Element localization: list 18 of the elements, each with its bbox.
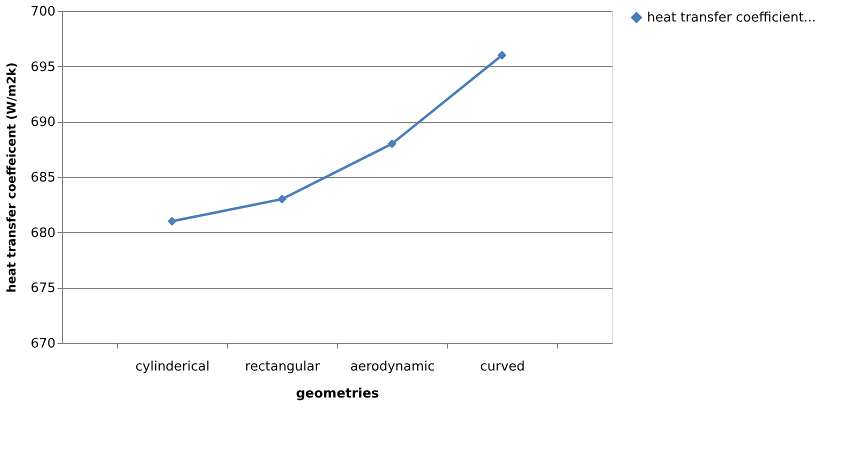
y-tick-label: 690	[30, 115, 56, 130]
x-tick-label: cylinderical	[135, 360, 210, 374]
x-tick-label: curved	[480, 360, 525, 374]
point	[388, 139, 396, 148]
x-tick-label: aerodynamic	[350, 360, 435, 374]
point	[278, 194, 286, 204]
y-tick-label: 670	[30, 336, 56, 352]
y-axis-title: heat transfer coeffeicent (W/m2k)	[4, 62, 19, 293]
x-axis-title: geometries	[296, 386, 380, 402]
y-tick-label: 700	[30, 4, 56, 20]
y-tick-label: 695	[30, 60, 56, 75]
legend-label: heat transfer coefficient...	[647, 10, 816, 26]
y-tick-label: 675	[30, 281, 56, 296]
point	[168, 216, 176, 226]
y-tick-label: 685	[30, 170, 56, 186]
x-tick-label: rectangular	[245, 360, 321, 374]
y-tick-label: 680	[30, 226, 56, 241]
point	[498, 50, 506, 60]
